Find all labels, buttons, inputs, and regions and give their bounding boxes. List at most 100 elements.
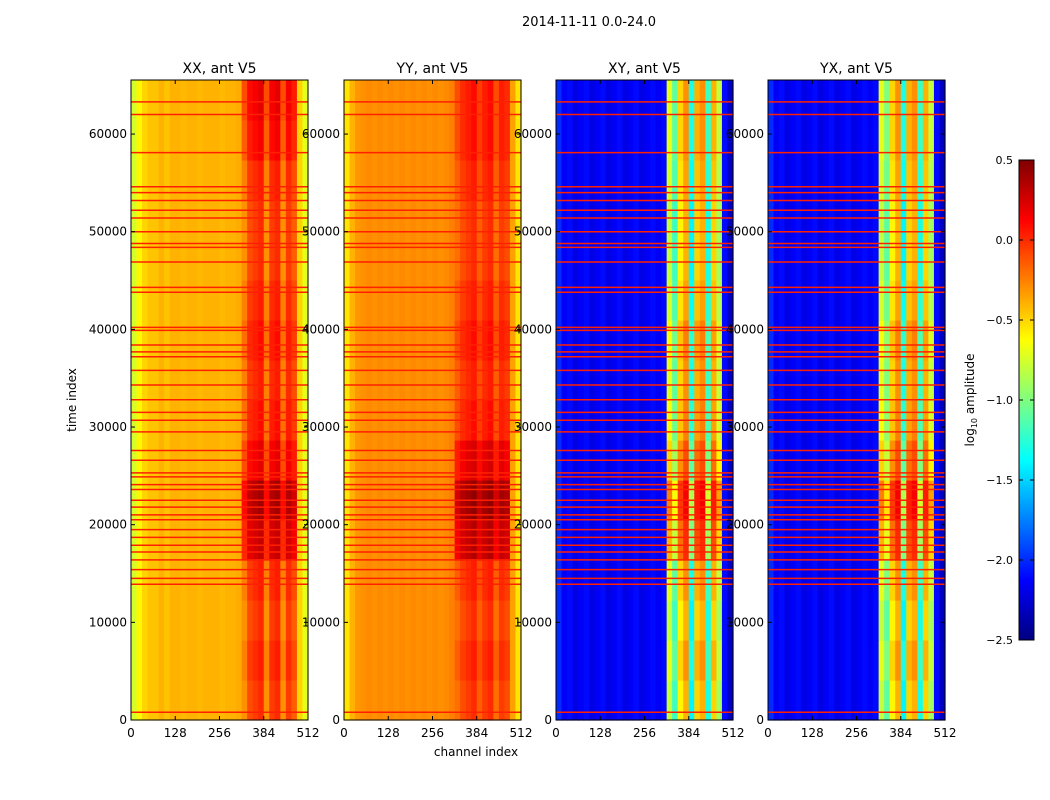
heatmap-cell (399, 80, 406, 121)
heatmap-cell (241, 600, 248, 641)
heatmap-cell (164, 200, 171, 241)
heatmap-cell (666, 320, 673, 361)
heatmap-cell (355, 120, 362, 161)
heatmap-cell (817, 600, 824, 641)
heatmap-cell (476, 280, 483, 321)
heatmap-cell (845, 680, 852, 721)
heatmap-cell (784, 320, 791, 361)
heatmap-cell (917, 560, 924, 601)
panel-1: YY, ant V50 128 256 384 51201000020000300004… (302, 61, 533, 740)
heatmap-cell (705, 360, 712, 401)
heatmap-cell (567, 320, 574, 361)
heatmap-cell (683, 80, 690, 121)
heatmap-cell (147, 600, 154, 641)
heatmap-cell (426, 560, 434, 601)
heatmap-cell (627, 160, 635, 201)
heatmap-cell (366, 520, 373, 561)
heatmap-cell (382, 200, 389, 241)
heatmap-cell (493, 520, 500, 561)
heatmap-cell (779, 600, 786, 641)
heatmap-cell (784, 640, 791, 681)
heatmap-cell (922, 520, 930, 561)
heatmap-cell (296, 640, 304, 681)
heatmap-cell (823, 600, 830, 641)
heatmap-cell (180, 280, 187, 321)
heatmap-cell (917, 200, 924, 241)
heatmap-cell (873, 320, 880, 361)
heatmap-cell (493, 680, 500, 721)
heatmap-cell (426, 320, 434, 361)
heatmap-cell (567, 80, 574, 121)
heatmap-cell (650, 160, 657, 201)
heatmap-cell (158, 160, 165, 201)
heatmap-cell (862, 640, 869, 681)
heatmap-cell (795, 80, 802, 121)
heatmap-cell (169, 160, 176, 201)
heatmap-cell (360, 640, 367, 681)
heatmap-cell (498, 560, 506, 601)
heatmap-cell (578, 360, 585, 401)
heatmap-cell (638, 80, 646, 121)
heatmap-cell (421, 560, 428, 601)
heatmap-cell (225, 360, 232, 401)
heatmap-cell (572, 320, 579, 361)
heatmap-cell (600, 640, 607, 681)
y-tick-label: 60000 (302, 127, 340, 141)
heatmap-cell (197, 160, 204, 201)
heatmap-cell (164, 280, 171, 321)
heatmap-cell (705, 320, 712, 361)
heatmap-cell (884, 640, 891, 681)
heatmap-cell (867, 280, 874, 321)
heatmap-cell (393, 240, 400, 281)
heatmap-cell (683, 280, 690, 321)
y-axis-label: time index (65, 368, 79, 432)
heatmap-cell (285, 320, 293, 361)
heatmap-cell (460, 320, 467, 361)
heatmap-cell (688, 640, 695, 681)
heatmap-cell (225, 80, 232, 121)
heatmap-cell (509, 160, 517, 201)
heatmap-cell (349, 120, 356, 161)
heatmap-cell (471, 280, 478, 321)
heatmap-cell (611, 520, 618, 561)
heatmap-cell (605, 280, 612, 321)
heatmap-cell (806, 560, 813, 601)
heatmap-cell (258, 640, 265, 681)
heatmap-cell (939, 520, 946, 561)
heatmap-cell (556, 160, 563, 201)
heatmap-cell (158, 640, 165, 681)
x-tick-label: 512 (722, 726, 745, 740)
heatmap-cell (589, 280, 596, 321)
heatmap-cell (605, 640, 612, 681)
heatmap-cell (415, 680, 423, 721)
heatmap-cell (856, 320, 863, 361)
heatmap-cell (280, 600, 287, 641)
heatmap-cell (589, 80, 596, 121)
heatmap-cell (296, 520, 304, 561)
heatmap-cell (404, 160, 411, 201)
heatmap-cell (666, 520, 673, 561)
heatmap-cell (269, 560, 276, 601)
heatmap-cell (274, 520, 281, 561)
heatmap-cell (561, 680, 568, 721)
x-tick-label: 0 (340, 726, 348, 740)
heatmap-cell (699, 240, 706, 281)
heatmap-cell (219, 280, 226, 321)
heatmap-cell (768, 280, 775, 321)
heatmap-cell (219, 520, 226, 561)
heatmap-cell (465, 280, 472, 321)
heatmap-cell (449, 600, 456, 641)
heatmap-cell (432, 640, 439, 681)
x-tick-label: 384 (252, 726, 275, 740)
heatmap-cell (274, 200, 281, 241)
heatmap-cell (515, 560, 522, 601)
heatmap-cell (594, 560, 601, 601)
heatmap-cell (164, 640, 171, 681)
heatmap-cell (180, 360, 187, 401)
heatmap-cell (291, 240, 298, 281)
heatmap-cell (884, 120, 891, 161)
heatmap-cell (768, 560, 775, 601)
heatmap-cell (845, 200, 852, 241)
heatmap-cell (269, 280, 276, 321)
heatmap-cell (727, 200, 734, 241)
